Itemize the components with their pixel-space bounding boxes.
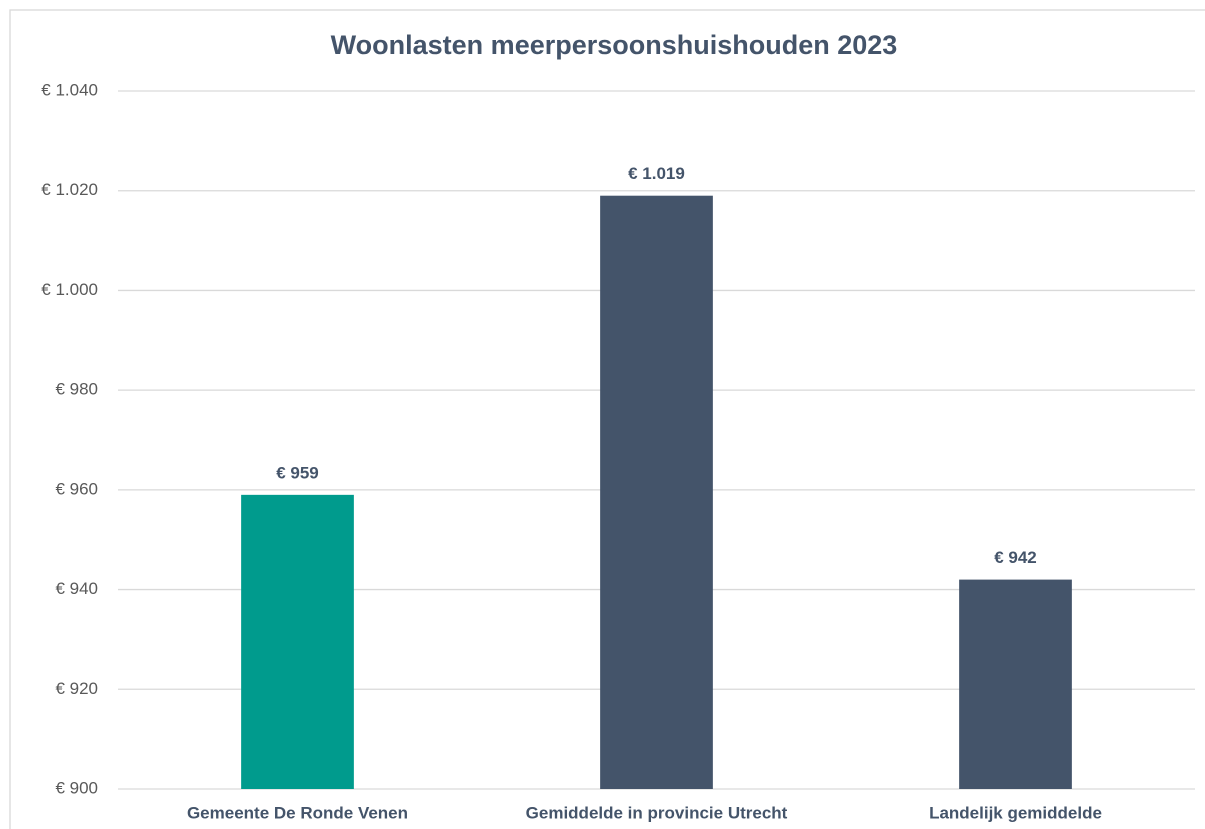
y-tick-label: € 940 — [55, 579, 98, 598]
bar — [600, 195, 713, 789]
y-tick-label: € 900 — [55, 778, 98, 797]
bar — [241, 494, 354, 789]
x-tick-label: Gemeente De Ronde Venen — [187, 803, 408, 822]
data-label: € 959 — [276, 463, 319, 482]
x-tick-label: Landelijk gemiddelde — [929, 803, 1102, 822]
y-tick-label: € 1.020 — [41, 180, 98, 199]
chart-title: Woonlasten meerpersoonshuishouden 2023 — [331, 30, 898, 60]
x-tick-label: Gemiddelde in provincie Utrecht — [526, 803, 788, 822]
y-tick-label: € 920 — [55, 679, 98, 698]
data-label: € 1.019 — [628, 164, 685, 183]
y-tick-label: € 1.040 — [41, 80, 98, 99]
bar — [959, 579, 1072, 789]
y-tick-label: € 960 — [55, 479, 98, 498]
y-tick-label: € 1.000 — [41, 280, 98, 299]
data-label: € 942 — [994, 548, 1037, 567]
y-tick-label: € 980 — [55, 380, 98, 399]
